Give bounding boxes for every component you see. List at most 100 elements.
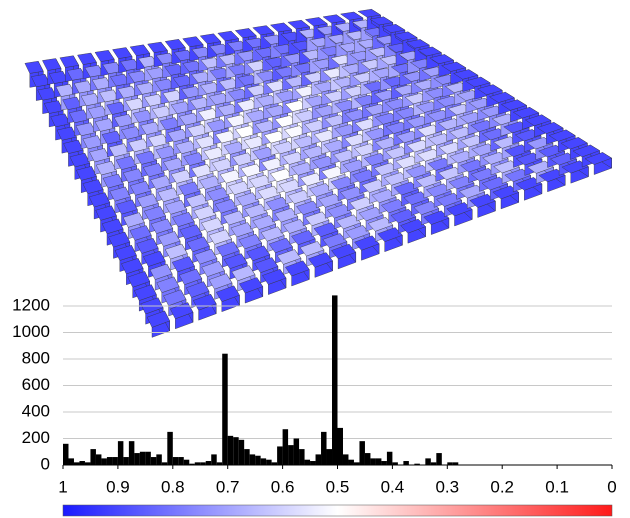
cube-face [342,159,367,173]
cube-face [269,22,293,33]
bar [233,437,239,465]
cube-face [572,144,601,158]
cube-face [453,69,479,80]
bar [95,454,102,465]
cube-face [257,185,281,200]
cube-face [481,176,509,191]
bar [293,438,300,465]
cube-face [363,152,389,166]
cube-face [299,172,324,187]
bar [260,458,267,465]
cube-face [182,36,204,48]
bar [238,439,245,465]
cube-face [358,206,384,222]
cube-face [417,46,442,57]
cube-face [172,212,195,228]
bar [216,462,223,465]
cube-face [169,302,194,320]
bar [332,295,338,465]
cube-face [115,155,137,170]
cube-face [560,137,588,150]
cube-face [108,231,131,248]
cube-face [223,253,248,269]
cube-face [129,225,152,241]
cube-face [345,225,371,240]
cube-face [291,230,316,246]
cube-face [150,218,174,234]
cube-face [448,175,475,190]
cube-face [112,47,133,59]
cube-face [477,84,503,96]
cube-face [193,205,217,221]
cube-face [272,141,297,155]
cube-face [465,76,491,88]
cube-face [436,192,463,207]
cube-face [290,162,315,176]
cube-face [122,168,145,183]
cube-face [393,31,418,41]
bar [425,458,431,465]
cube-face [282,219,307,234]
cube-face [238,233,263,250]
cube-face [390,208,417,224]
bar [288,445,294,465]
bar [249,454,256,465]
cube-face [437,166,464,181]
cube-face [159,117,182,131]
cube-face [492,185,520,200]
cube-face [584,152,613,165]
bar [139,451,146,465]
cube-face [206,187,230,202]
cube-face [43,100,64,114]
cube-face [143,250,166,267]
cube-face [142,163,165,178]
x-tick-label: 0.6 [271,477,295,496]
cube-face [548,129,576,142]
bar [282,429,289,465]
y-tick-label: 0 [41,454,50,473]
cube-face [183,152,206,166]
cube-face [214,198,238,214]
cube-face [353,143,379,157]
cube-face [185,281,210,298]
cube-face [449,150,476,164]
cube-face [254,120,278,133]
bar [227,435,234,465]
cube-face [285,260,310,277]
bar [353,462,360,465]
cube-face [371,189,397,204]
cube-face [308,252,333,268]
cube-face [357,8,382,18]
cube-face [101,130,123,145]
cube-face [42,58,62,71]
cube-face [269,168,294,183]
cube-face [136,238,159,254]
cube-face [287,189,312,205]
bar [244,449,250,465]
cube-face [500,99,528,111]
bar [178,457,184,465]
colorbar [62,504,613,517]
cube-face [178,112,201,126]
bar [430,462,437,465]
cube-face [374,137,400,150]
cube-face [157,231,181,247]
cube-face [406,139,432,153]
cube-face [274,207,299,223]
cube-face [327,204,352,219]
bar [255,455,261,465]
bar [304,459,311,465]
cube-face [283,125,308,138]
cube-face [109,186,131,202]
x-tick-label: 0.2 [490,477,514,496]
cube-face [322,233,348,249]
bar [403,461,409,465]
cube-face [304,17,328,27]
cube-face [287,19,311,30]
cube-face [246,245,271,262]
cube-face [400,218,426,234]
cube-face [321,166,346,180]
bar [101,458,107,465]
cube-face [231,152,255,166]
